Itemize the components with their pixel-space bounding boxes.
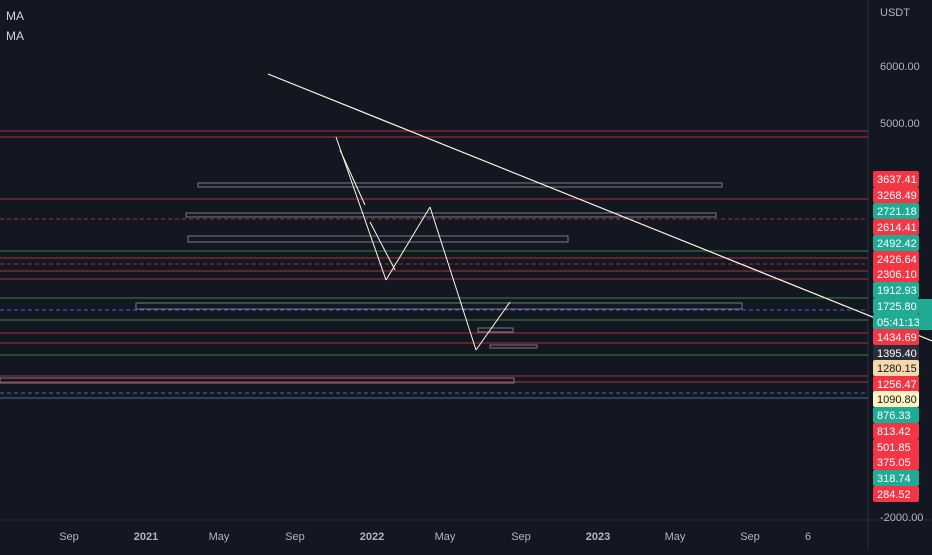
price-label-box (873, 360, 919, 376)
price-label-19: 318.74 (877, 473, 911, 485)
pattern-line[interactable] (369, 221, 396, 271)
y-tick-label-0: 6000.00 (880, 61, 920, 73)
price-label-box (873, 314, 919, 330)
price-label-box (873, 235, 919, 251)
y-tick-label-3: -2000.00 (880, 512, 923, 524)
range-box[interactable] (489, 344, 538, 349)
price-label-15: 876.33 (877, 410, 911, 422)
price-label-5: 2426.64 (877, 254, 917, 266)
current-price-marker (919, 299, 932, 330)
x-tick-label-4: 2022 (360, 531, 384, 543)
pattern-line[interactable] (385, 206, 431, 281)
price-label-box (873, 345, 919, 361)
price-label-box (873, 486, 919, 502)
x-tick-label-9: Sep (740, 531, 760, 543)
x-tick-label-3: Sep (285, 531, 305, 543)
price-label-16: 813.42 (877, 426, 911, 438)
price-label-box (873, 454, 919, 470)
price-label-4: 2492.42 (877, 238, 917, 250)
price-label-8: 1725.80 (877, 301, 917, 313)
x-tick-label-1: 2021 (134, 531, 158, 543)
price-label-2: 2721.18 (877, 206, 917, 218)
price-label-13: 1256.47 (877, 379, 917, 391)
price-label-1: 3268.49 (877, 190, 917, 202)
price-label-box (873, 376, 919, 392)
trendline[interactable] (267, 73, 932, 407)
price-label-box (873, 329, 919, 345)
price-label-box (873, 219, 919, 235)
x-tick-label-7: 2023 (586, 531, 610, 543)
price-label-12: 1280.15 (877, 363, 917, 375)
price-label-box (873, 439, 919, 455)
price-label-7: 1912.93 (877, 285, 917, 297)
price-label-6: 2306.10 (877, 269, 917, 281)
range-box[interactable] (185, 212, 717, 218)
price-label-3: 2614.41 (877, 222, 917, 234)
price-label-box (873, 423, 919, 439)
legend-item-ma-2[interactable]: MA (6, 29, 24, 43)
range-box[interactable] (135, 302, 743, 310)
x-tick-label-0: Sep (59, 531, 79, 543)
price-label-14: 1090.80 (877, 394, 917, 406)
range-box[interactable] (0, 377, 515, 384)
price-label-box (873, 203, 919, 219)
range-box[interactable] (477, 327, 514, 333)
price-label-box (873, 470, 919, 486)
price-label-18: 375.05 (877, 457, 911, 469)
price-label-10: 1434.69 (877, 332, 917, 344)
x-tick-label-10: 6 (805, 531, 811, 543)
price-label-box (873, 391, 919, 407)
range-box[interactable] (197, 182, 723, 188)
x-tick-label-5: May (435, 531, 456, 543)
price-label-box (873, 187, 919, 203)
legend: MA MA (6, 6, 24, 46)
price-label-11: 1395.40 (877, 348, 917, 360)
pattern-line[interactable] (335, 136, 387, 281)
pattern-line[interactable] (475, 301, 511, 351)
x-tick-label-6: Sep (511, 531, 531, 543)
range-box[interactable] (187, 235, 569, 243)
x-tick-label-8: May (665, 531, 686, 543)
price-label-20: 284.52 (877, 489, 911, 501)
price-label-17: 501.85 (877, 442, 911, 454)
currency-label: USDT (880, 7, 910, 19)
pattern-line[interactable] (339, 149, 366, 206)
y-tick-label-1: 5000.00 (880, 118, 920, 130)
price-label-box (873, 407, 919, 423)
legend-item-ma-1[interactable]: MA (6, 9, 24, 23)
price-label-box (873, 282, 919, 298)
price-label-9: 05:41:13 (877, 317, 920, 329)
price-label-0: 3637.41 (877, 174, 917, 186)
pattern-line[interactable] (429, 206, 477, 351)
price-label-box (873, 171, 919, 187)
price-label-box (873, 251, 919, 267)
price-label-box (873, 266, 919, 282)
x-tick-label-2: May (209, 531, 230, 543)
price-label-box (873, 298, 919, 314)
